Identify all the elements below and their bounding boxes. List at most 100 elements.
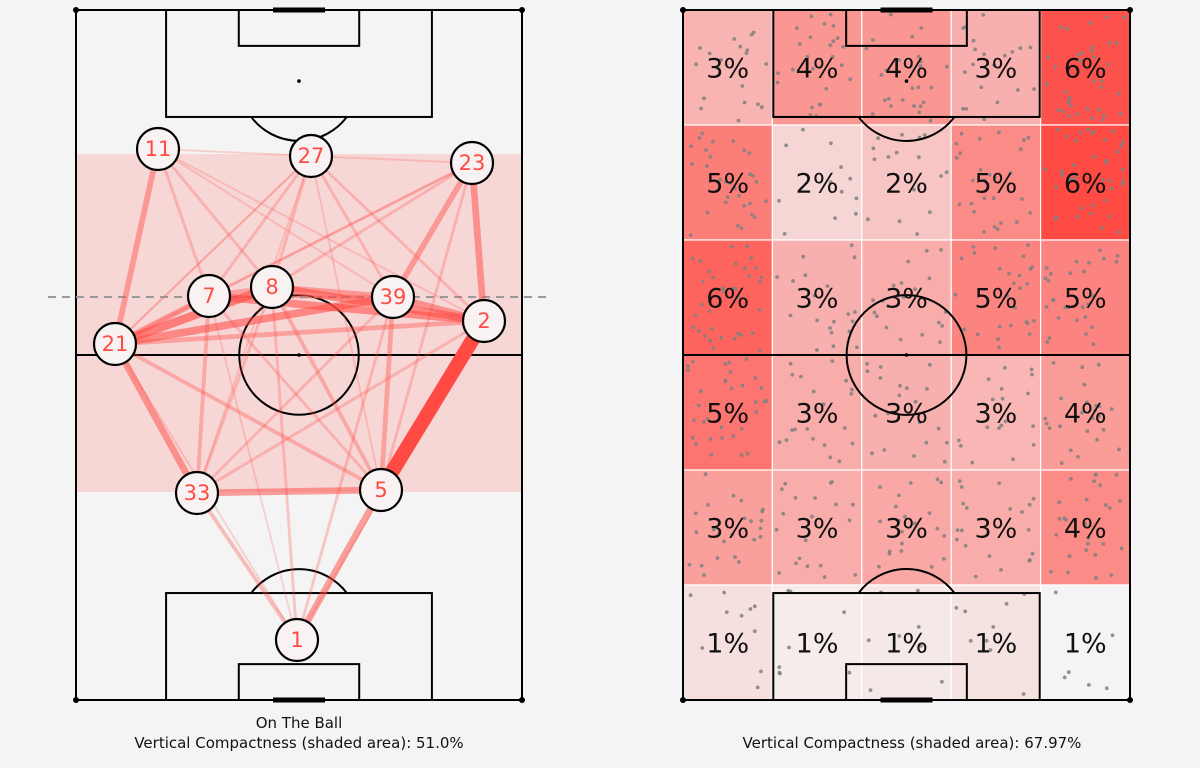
scatter-point [984, 638, 989, 643]
scatter-point [1018, 46, 1023, 51]
scatter-point [940, 324, 944, 328]
scatter-point [1028, 45, 1033, 50]
scatter-point [889, 104, 893, 108]
scatter-point [1091, 294, 1095, 298]
scatter-point [1092, 55, 1097, 59]
scatter-point [849, 392, 854, 396]
scatter-point [730, 532, 735, 537]
scatter-point [793, 427, 797, 432]
scatter-point [1064, 26, 1069, 31]
player-node-21: 21 [92, 321, 138, 367]
scatter-point [1104, 686, 1109, 691]
player-node-8: 8 [249, 264, 295, 310]
scatter-point [736, 224, 740, 228]
scatter-point [1109, 573, 1114, 577]
pass-edge-1-7 [208, 295, 298, 641]
scatter-point [982, 52, 986, 57]
scatter-point [897, 518, 901, 523]
scatter-point [805, 54, 810, 59]
scatter-point [1118, 499, 1122, 503]
scatter-point [961, 501, 966, 506]
scatter-point [696, 403, 701, 408]
scatter-point [732, 186, 737, 191]
scatter-point [725, 195, 730, 200]
heatmap-label-r1-c3: 5% [974, 169, 1017, 200]
heatmap-cell-r4-c1 [771, 469, 863, 586]
scatter-point [705, 417, 710, 421]
scatter-point [985, 425, 990, 430]
scatter-point [872, 157, 877, 162]
scatter-point [701, 279, 705, 284]
scatter-point [694, 442, 698, 447]
scatter-point [878, 365, 883, 369]
scatter-point [750, 331, 755, 336]
scatter-point [987, 554, 992, 558]
scatter-point [1066, 670, 1071, 675]
scatter-point [1004, 602, 1009, 606]
scatter-point [705, 164, 709, 168]
scatter-point [742, 148, 747, 153]
scatter-point [997, 266, 1002, 271]
pass-edge-33-27 [196, 155, 312, 494]
scatter-point [847, 518, 852, 523]
player-number: 5 [374, 478, 387, 502]
scatter-point [1083, 522, 1088, 526]
scatter-point [1096, 362, 1101, 367]
scatter-point [1044, 305, 1049, 309]
scatter-point [1101, 427, 1106, 432]
scatter-point [1120, 181, 1125, 186]
scatter-point [1074, 138, 1078, 143]
pass-edge-21-33 [112, 342, 200, 495]
scatter-point [848, 77, 853, 82]
scatter-point [1066, 305, 1071, 310]
scatter-point [910, 86, 915, 91]
scatter-point [764, 199, 768, 204]
scatter-point [1000, 396, 1005, 401]
scatter-point [1063, 305, 1068, 310]
scatter-point [694, 62, 698, 67]
scatter-point [745, 244, 750, 249]
scatter-point [810, 514, 814, 519]
scatter-point [919, 643, 923, 648]
heatmap-label-r3-c3: 3% [974, 399, 1017, 430]
pass-edge-2-5 [374, 317, 491, 494]
corner-mark [680, 7, 686, 13]
scatter-point [733, 555, 737, 559]
scatter-point [1024, 320, 1029, 324]
scatter-point [903, 514, 907, 519]
scatter-point [797, 42, 802, 46]
scatter-point [942, 459, 947, 464]
scatter-point [899, 281, 904, 285]
scatter-point [897, 634, 902, 638]
scatter-point [904, 386, 909, 391]
scatter-point [723, 378, 728, 383]
scatter-point [879, 73, 884, 77]
heatmap-label-r5-c0: 1% [706, 629, 749, 660]
scatter-point [1107, 506, 1112, 510]
scatter-point [1089, 211, 1094, 216]
scatter-point [788, 361, 793, 366]
scatter-point [839, 189, 844, 194]
scatter-point [753, 400, 758, 405]
scatter-point [720, 436, 724, 440]
scatter-point [830, 54, 835, 59]
scatter-point [970, 178, 975, 183]
scatter-point [1043, 167, 1047, 172]
centre-spot [904, 353, 909, 357]
scatter-point [690, 162, 694, 166]
scatter-point [919, 26, 924, 30]
scatter-point [822, 575, 827, 579]
scatter-point [1026, 135, 1031, 140]
scatter-point [997, 345, 1001, 350]
scatter-point [929, 85, 934, 90]
scatter-point [1051, 361, 1056, 365]
scatter-point [1089, 49, 1094, 53]
scatter-point [781, 511, 786, 516]
scatter-point [707, 269, 711, 274]
scatter-point [722, 539, 726, 544]
scatter-point [957, 479, 962, 483]
scatter-point [1085, 400, 1089, 405]
scatter-point [1058, 424, 1062, 429]
scatter-point [971, 38, 976, 43]
scatter-point [784, 143, 788, 148]
